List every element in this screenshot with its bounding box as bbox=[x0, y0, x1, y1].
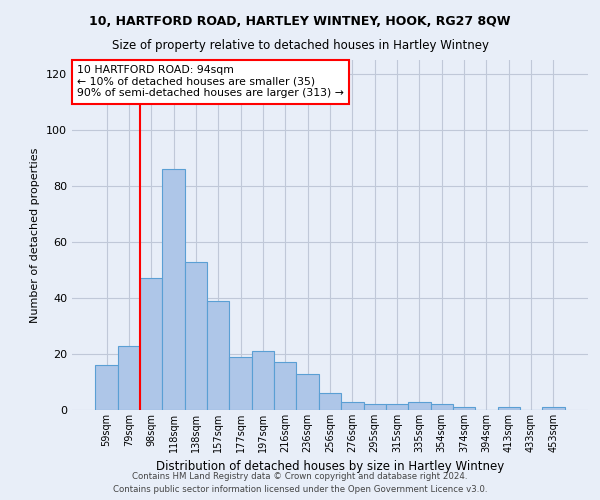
Bar bbox=[163, 169, 185, 410]
Bar bbox=[140, 278, 163, 410]
Bar bbox=[341, 402, 364, 410]
Y-axis label: Number of detached properties: Number of detached properties bbox=[31, 148, 40, 322]
Bar bbox=[274, 362, 296, 410]
X-axis label: Distribution of detached houses by size in Hartley Wintney: Distribution of detached houses by size … bbox=[156, 460, 504, 473]
Bar bbox=[453, 407, 475, 410]
Text: Size of property relative to detached houses in Hartley Wintney: Size of property relative to detached ho… bbox=[112, 39, 488, 52]
Bar bbox=[386, 404, 408, 410]
Bar bbox=[497, 407, 520, 410]
Text: Contains public sector information licensed under the Open Government Licence v3: Contains public sector information licen… bbox=[113, 484, 487, 494]
Bar bbox=[229, 357, 252, 410]
Bar bbox=[364, 404, 386, 410]
Bar bbox=[95, 365, 118, 410]
Bar bbox=[207, 301, 229, 410]
Bar bbox=[542, 407, 565, 410]
Bar bbox=[431, 404, 453, 410]
Text: 10 HARTFORD ROAD: 94sqm
← 10% of detached houses are smaller (35)
90% of semi-de: 10 HARTFORD ROAD: 94sqm ← 10% of detache… bbox=[77, 66, 344, 98]
Text: 10, HARTFORD ROAD, HARTLEY WINTNEY, HOOK, RG27 8QW: 10, HARTFORD ROAD, HARTLEY WINTNEY, HOOK… bbox=[89, 15, 511, 28]
Text: Contains HM Land Registry data © Crown copyright and database right 2024.: Contains HM Land Registry data © Crown c… bbox=[132, 472, 468, 481]
Bar bbox=[408, 402, 431, 410]
Bar bbox=[252, 351, 274, 410]
Bar bbox=[319, 393, 341, 410]
Bar bbox=[296, 374, 319, 410]
Bar bbox=[118, 346, 140, 410]
Bar bbox=[185, 262, 207, 410]
